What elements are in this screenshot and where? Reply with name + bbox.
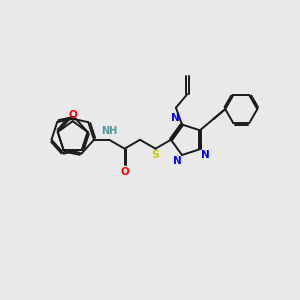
Text: O: O [68,110,77,120]
Text: N: N [200,150,209,161]
Text: O: O [120,167,129,176]
Text: NH: NH [102,126,118,136]
Text: N: N [171,113,180,123]
Text: N: N [173,156,182,166]
Text: S: S [152,151,160,160]
